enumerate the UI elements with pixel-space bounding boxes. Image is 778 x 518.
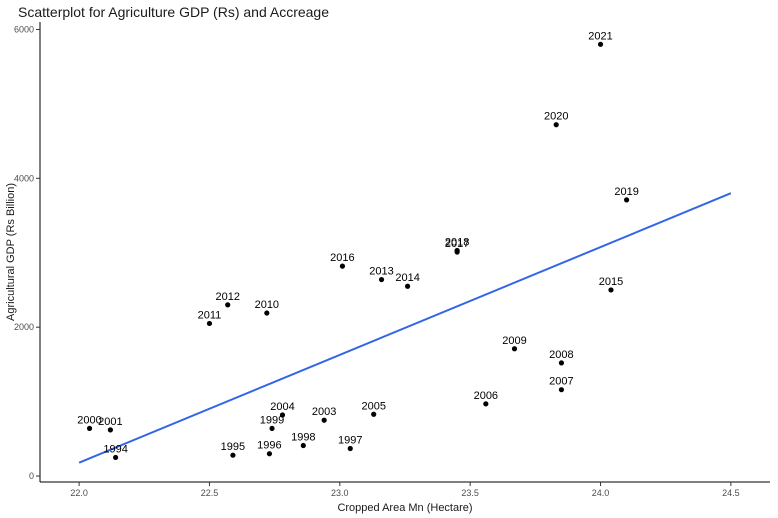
x-axis-title: Cropped Area Mn (Hectare) (337, 502, 472, 514)
point-label: 2017 (445, 238, 469, 250)
data-point (371, 411, 377, 417)
data-point (107, 427, 113, 433)
data-point (624, 197, 630, 203)
y-tick-label: 4000 (14, 173, 34, 183)
data-point (300, 442, 306, 449)
point-label: 2020 (544, 111, 568, 123)
data-point (553, 122, 559, 128)
data-point (113, 454, 119, 461)
point-label: 1994 (103, 443, 127, 455)
y-tick-label: 6000 (14, 24, 34, 34)
x-tick-label: 24.5 (722, 488, 740, 498)
x-tick-label: 23.5 (461, 488, 479, 498)
point-label: 2021 (588, 30, 612, 42)
point-label: 2013 (369, 266, 393, 278)
data-point (266, 451, 273, 457)
point-label: 2009 (502, 335, 526, 347)
point-label: 2015 (599, 276, 623, 288)
data-point (405, 283, 411, 289)
y-tick-label: 0 (29, 471, 34, 481)
point-label: 1996 (257, 440, 281, 452)
point-label: 2004 (270, 401, 294, 413)
x-tick-label: 22.5 (201, 488, 219, 498)
data-point (347, 445, 353, 452)
point-label: 2018 (445, 237, 469, 249)
y-tick-label: 2000 (14, 322, 34, 332)
x-tick-label: 23.0 (331, 488, 349, 498)
data-point (269, 425, 275, 432)
point-label: 2007 (549, 376, 573, 388)
chart-title: Scatterplot for Agriculture GDP (Rs) and… (18, 4, 329, 20)
point-label: 2019 (614, 186, 638, 198)
x-tick-label: 24.0 (592, 488, 610, 498)
point-label: 2012 (215, 291, 239, 303)
data-point (483, 401, 489, 407)
point-label: 2010 (255, 299, 279, 311)
data-point (511, 346, 518, 352)
data-point (339, 263, 346, 269)
point-label: 2005 (361, 400, 385, 412)
point-label: 2014 (395, 272, 419, 284)
y-axis-title: Agricultural GDP (Rs Billion) (5, 183, 17, 321)
x-tick-label: 22.0 (70, 488, 88, 498)
data-point (608, 287, 614, 293)
data-point (558, 387, 565, 393)
axes (39, 22, 770, 483)
data-point (378, 276, 385, 283)
point-label: 1997 (338, 435, 362, 447)
data-point (321, 417, 327, 423)
data-point (225, 302, 231, 308)
point-label: 2000 (77, 414, 101, 426)
point-label: 2006 (474, 390, 498, 402)
point-label: 1999 (260, 414, 284, 426)
data-point (86, 425, 93, 432)
trend-line (78, 192, 732, 464)
data-point (264, 310, 270, 316)
point-label: 2008 (549, 349, 573, 361)
data-point (206, 320, 213, 327)
point-label: 2001 (98, 416, 122, 428)
point-label: 1998 (291, 432, 315, 444)
point-label: 1995 (221, 441, 245, 453)
point-label: 2011 (198, 309, 222, 321)
data-point (279, 412, 286, 418)
point-label: 2003 (312, 406, 336, 418)
point-label: 2016 (330, 252, 354, 264)
axis-ticks: 22.0 22.5 23.0 23.5 24.0 24.5 0 2000 4000 6000 (14, 24, 740, 498)
data-point (597, 41, 604, 47)
data-point (454, 247, 460, 254)
data-point (230, 452, 236, 458)
data-point (558, 360, 565, 366)
